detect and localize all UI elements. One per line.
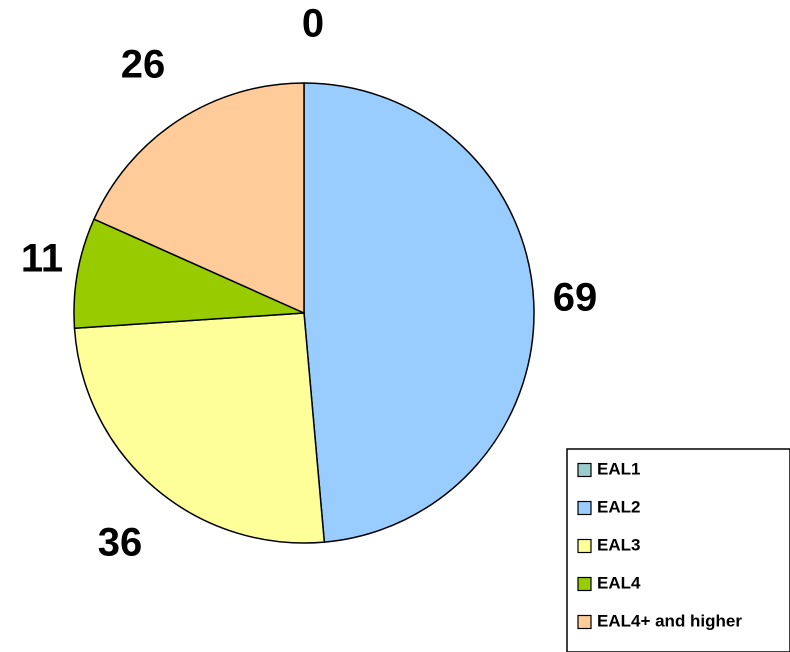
data-label-eal4-and-higher: 26 [121, 43, 166, 87]
pie-slice-eal2 [303, 82, 535, 543]
legend-swatch-eal3 [577, 538, 592, 554]
data-label-eal4: 11 [21, 237, 63, 281]
legend-swatch-eal2 [577, 500, 592, 516]
legend-label-eal3: EAL3 [597, 535, 640, 554]
data-label-eal3: 36 [98, 521, 143, 565]
legend-swatch-eal4-and-higher [577, 614, 592, 630]
legend-swatch-eal4 [577, 576, 592, 592]
pie-slice-eal4 [73, 218, 305, 330]
legend-box [566, 448, 790, 652]
pie-slices [73, 82, 535, 544]
data-label-eal1: 0 [302, 2, 324, 46]
pie-slice-eal4-and-higher [93, 82, 305, 315]
pie-data-labels: 0 69 36 11 26 [21, 2, 597, 565]
data-label-eal2: 69 [553, 276, 598, 320]
pie-slice-eal3 [73, 312, 326, 544]
legend-label-eal4: EAL4 [597, 573, 641, 592]
legend-label-eal4-and-higher: EAL4+ and higher [597, 611, 742, 630]
legend: EAL1 EAL2 EAL3 EAL4 EAL4+ and higher [566, 448, 790, 652]
legend-swatch-eal1 [577, 462, 592, 478]
legend-label-eal1: EAL1 [597, 459, 640, 478]
legend-label-eal2: EAL2 [597, 497, 640, 516]
